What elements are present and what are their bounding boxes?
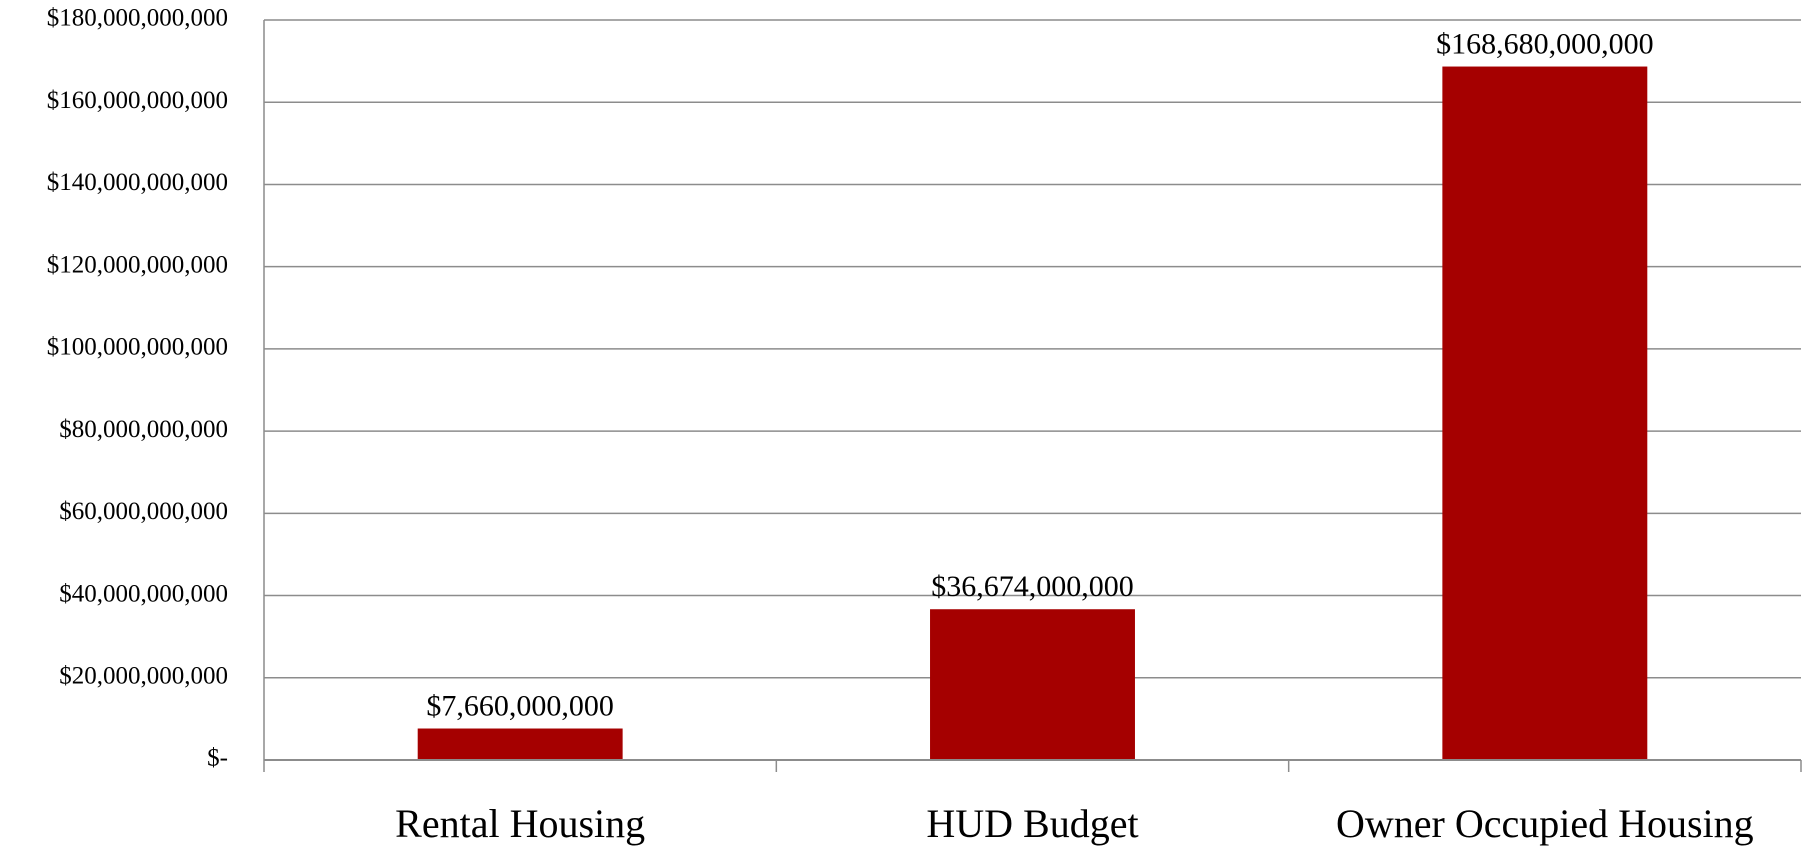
y-tick-label: $160,000,000,000 xyxy=(47,87,228,114)
y-tick-label: $40,000,000,000 xyxy=(59,580,228,607)
y-tick-label: $80,000,000,000 xyxy=(59,416,228,443)
y-tick-label: $100,000,000,000 xyxy=(47,334,228,361)
y-tick-label: $120,000,000,000 xyxy=(47,251,228,278)
bar xyxy=(417,728,623,760)
y-tick-label: $140,000,000,000 xyxy=(47,169,228,196)
y-tick-label: $20,000,000,000 xyxy=(59,663,228,690)
data-label: $168,680,000,000 xyxy=(1436,27,1654,60)
y-tick-label: $- xyxy=(207,745,228,772)
bar xyxy=(1442,66,1648,760)
data-label: $36,674,000,000 xyxy=(931,570,1134,603)
y-tick-label: $180,000,000,000 xyxy=(47,5,228,32)
x-tick-label: HUD Budget xyxy=(926,801,1138,846)
x-tick-label: Rental Housing xyxy=(395,801,645,846)
bar xyxy=(930,609,1135,760)
data-label: $7,660,000,000 xyxy=(426,689,614,722)
y-tick-label: $60,000,000,000 xyxy=(59,498,228,525)
x-tick-label: Owner Occupied Housing xyxy=(1336,801,1754,846)
